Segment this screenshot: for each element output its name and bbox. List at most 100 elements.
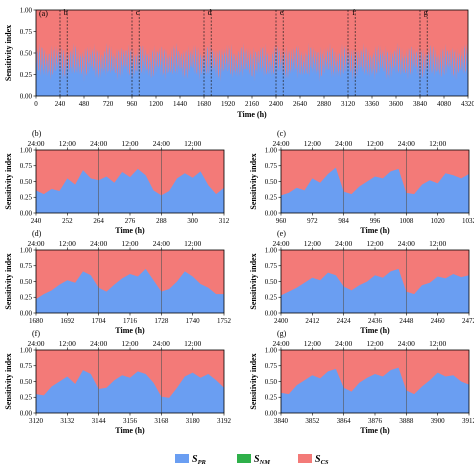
top-tick-label-f-4: 24:00 — [153, 339, 170, 348]
top-tick-label-d-2: 24:00 — [90, 239, 107, 248]
x-tick-label-e-6: 2472 — [462, 317, 474, 325]
top-tick-label-g-0: 24:00 — [272, 339, 289, 348]
x-tick-label-b-0: 240 — [31, 217, 42, 225]
y-tick-label-e-0: 0.00 — [265, 309, 278, 317]
top-tick-label-b-5: 12:00 — [184, 139, 201, 148]
x-axis-label-e: Time (h) — [360, 326, 390, 335]
legend-item-nm: SNM — [237, 454, 270, 466]
x-tick-label-c-1: 972 — [307, 217, 318, 225]
x-tick-label-b-5: 300 — [187, 217, 198, 225]
x-tick-label-b-6: 312 — [219, 217, 230, 225]
legend-swatch-pr — [175, 454, 189, 463]
x-axis-label-b: Time (h) — [115, 226, 145, 235]
top-tick-label-f-2: 24:00 — [90, 339, 107, 348]
top-tick-label-g-4: 24:00 — [398, 339, 415, 348]
legend-item-cs: SCS — [298, 454, 329, 466]
x-tick-label-b-2: 264 — [93, 217, 104, 225]
plot-area-g — [281, 350, 469, 413]
y-tick-label-b-0: 0.00 — [20, 209, 33, 217]
y-tick-label-d-3: 0.75 — [20, 262, 33, 270]
y-tick-label-d-2: 0.50 — [20, 278, 33, 286]
x-tick-label-e-1: 2412 — [305, 317, 320, 325]
legend-label-pr: SPR — [192, 454, 207, 466]
x-tick-label-c-5: 1020 — [431, 217, 446, 225]
y-axis-label-b: Sensitivity index — [4, 153, 13, 209]
top-tick-label-b-1: 12:00 — [59, 139, 76, 148]
area-s-pr-c — [281, 167, 469, 213]
y-tick-label-g-2: 0.50 — [265, 378, 278, 386]
x-tick-label-d-2: 1704 — [92, 317, 107, 325]
y-tick-label-d-4: 1.00 — [20, 246, 33, 254]
area-s-pr-a — [36, 42, 468, 96]
x-tick-label-a-16: 3840 — [413, 100, 428, 108]
top-tick-label-g-1: 12:00 — [304, 339, 321, 348]
x-axis-label-c: Time (h) — [360, 226, 390, 235]
panel-label-b: (b) — [32, 129, 42, 138]
y-axis-label-g: Sensitivity index — [249, 353, 258, 409]
x-tick-label-f-0: 3120 — [29, 417, 44, 425]
x-tick-label-c-6: 1032 — [462, 217, 474, 225]
plot-area-c — [281, 150, 469, 213]
x-axis-label-g: Time (h) — [360, 426, 390, 435]
x-tick-label-e-2: 2424 — [337, 317, 352, 325]
area-s-pr-e — [281, 268, 469, 313]
plot-area-e — [281, 250, 469, 313]
y-axis-label-f: Sensitivity index — [4, 353, 13, 409]
top-tick-label-c-2: 24:00 — [335, 139, 352, 148]
top-tick-label-e-2: 24:00 — [335, 239, 352, 248]
x-tick-label-b-4: 288 — [156, 217, 167, 225]
top-tick-label-c-0: 24:00 — [272, 139, 289, 148]
panel-e: 24:00 12:00 24:00 12:00 24:00 12:00 (e) 0.00 0.2… — [249, 229, 474, 335]
x-tick-label-e-3: 2436 — [368, 317, 383, 325]
x-tick-label-c-2: 984 — [338, 217, 349, 225]
y-tick-label-g-0: 0.00 — [265, 409, 278, 417]
x-tick-label-a-4: 960 — [127, 100, 138, 108]
x-tick-label-d-3: 1716 — [123, 317, 138, 325]
x-tick-label-a-18: 4320 — [461, 100, 474, 108]
x-tick-label-a-3: 720 — [103, 100, 114, 108]
panel-a: b c d e f g 0.00 0.25 0.50 0.75 1.00 0 240 480 720 960 1… — [4, 6, 474, 119]
window-label-b: b — [64, 8, 68, 17]
y-tick-label-c-3: 0.75 — [265, 162, 278, 170]
x-tick-label-a-11: 2640 — [293, 100, 308, 108]
x-axis-label-f: Time (h) — [115, 426, 145, 435]
panel-label-a: (a) — [39, 9, 48, 18]
x-tick-label-a-0: 0 — [34, 100, 38, 108]
x-tick-label-d-4: 1728 — [154, 317, 169, 325]
x-tick-label-d-1: 1692 — [60, 317, 75, 325]
area-s-pr-f — [36, 370, 224, 413]
y-tick-label-a-4: 1.00 — [20, 6, 33, 14]
y-tick-label-f-1: 0.25 — [20, 394, 33, 402]
x-tick-label-g-6: 3912 — [462, 417, 474, 425]
y-axis-label-a: Sensitivity index — [4, 25, 13, 81]
panel-label-g: (g) — [277, 329, 287, 338]
plot-area-f — [36, 350, 224, 413]
window-label-c: c — [136, 8, 140, 17]
top-tick-label-d-5: 12:00 — [184, 239, 201, 248]
x-tick-label-f-4: 3168 — [154, 417, 169, 425]
x-axis-label-d: Time (h) — [115, 326, 145, 335]
y-tick-label-f-3: 0.75 — [20, 362, 33, 370]
panel-label-d: (d) — [32, 229, 42, 238]
top-tick-label-d-1: 12:00 — [59, 239, 76, 248]
x-tick-label-g-0: 3840 — [274, 417, 289, 425]
top-tick-label-f-5: 12:00 — [184, 339, 201, 348]
area-s-pr-b — [36, 168, 224, 213]
legend-item-pr: SPR — [175, 454, 207, 466]
y-tick-label-b-4: 1.00 — [20, 146, 33, 154]
x-tick-label-a-12: 2880 — [317, 100, 332, 108]
y-axis-label-e: Sensitivity index — [249, 253, 258, 309]
top-tick-label-d-0: 24:00 — [27, 239, 44, 248]
panel-g: 24:00 12:00 24:00 12:00 24:00 12:00 (g) 0.00 0.2… — [249, 329, 474, 435]
panel-d: 24:00 12:00 24:00 12:00 24:00 12:00 (d) 0.00 0.2… — [4, 229, 232, 335]
top-tick-label-f-1: 12:00 — [59, 339, 76, 348]
y-tick-label-f-0: 0.00 — [20, 409, 33, 417]
top-tick-label-c-3: 12:00 — [366, 139, 383, 148]
y-tick-label-g-3: 0.75 — [265, 362, 278, 370]
top-tick-label-g-5: 12:00 — [429, 339, 446, 348]
y-tick-label-e-4: 1.00 — [265, 246, 278, 254]
top-tick-label-c-5: 12:00 — [429, 139, 446, 148]
y-tick-label-c-2: 0.50 — [265, 178, 278, 186]
x-tick-label-e-0: 2400 — [274, 317, 289, 325]
x-tick-label-d-0: 1680 — [29, 317, 44, 325]
